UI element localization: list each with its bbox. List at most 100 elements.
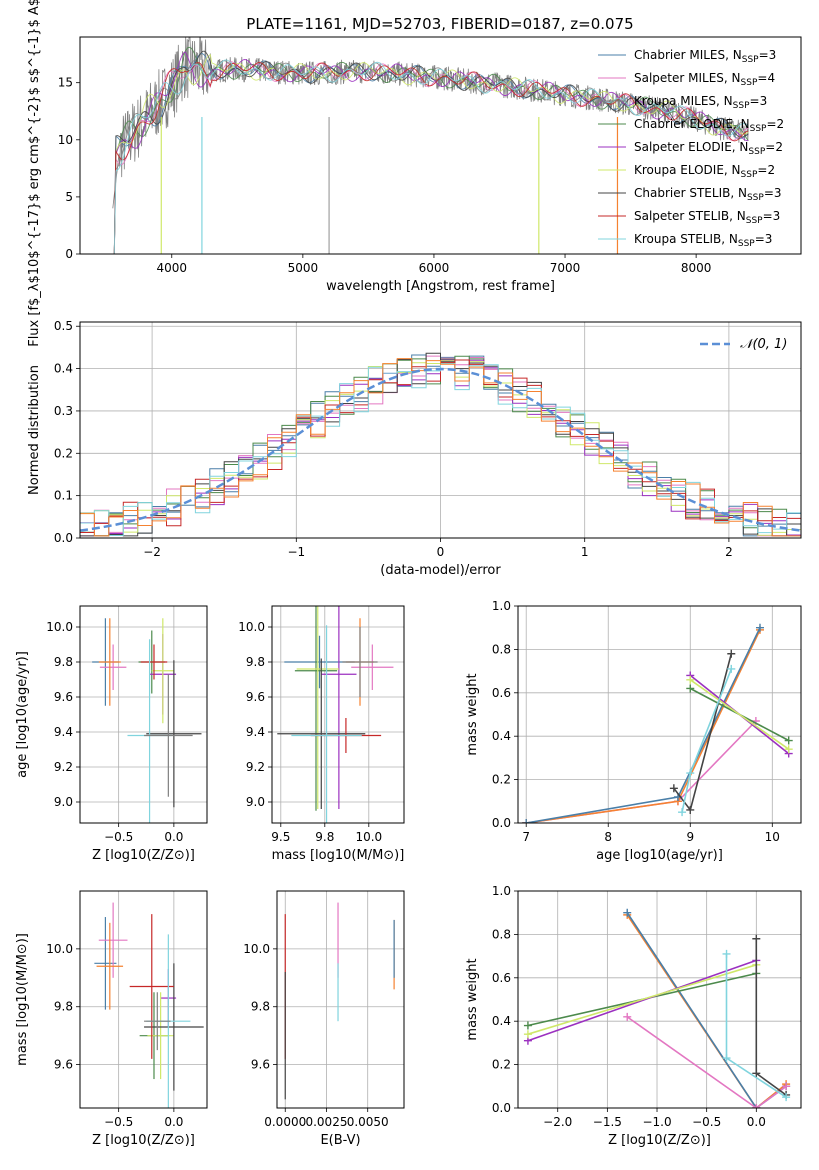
legend-subscript: SSP	[738, 239, 755, 249]
y-tick-label: 10	[58, 133, 73, 147]
legend-label: Chabrier ELODIE, NSSP=2	[634, 117, 784, 134]
y-tick-label: 0.2	[492, 773, 511, 787]
plot-area	[277, 606, 394, 823]
x-tick-label: −1.5	[593, 1115, 622, 1129]
legend-subscript: SSP	[733, 101, 750, 111]
y-tick-label: 0.6	[492, 686, 511, 700]
weight-marker	[727, 664, 736, 673]
x-axis-label: wavelength [Angstrom, rest frame]	[326, 279, 555, 294]
legend-label: Kroupa STELIB, NSSP=3	[634, 232, 772, 249]
y-tick-label: 9.6	[54, 1058, 73, 1072]
weight-marker	[784, 736, 793, 745]
weight-marker	[523, 1030, 532, 1039]
y-axis-label: mass weight	[465, 673, 480, 755]
legend-label: Salpeter MILES, NSSP=4	[634, 71, 775, 88]
x-axis-label: Z [log10(Z/Z⊙)]	[608, 1133, 711, 1148]
legend-label: Chabrier STELIB, NSSP=3	[634, 186, 782, 203]
legend-label: Salpeter STELIB, NSSP=3	[634, 209, 780, 226]
weight-marker	[782, 1082, 791, 1091]
weight-vs-metallicity-panel: −2.0 −1.5 −1.0 −0.5 0.0 0.0 0.2 0.4 0.6 0.8 1.0 Z […	[465, 884, 802, 1148]
y-tick-label: 9.8	[246, 655, 265, 669]
plot-area	[80, 352, 801, 537]
weight-marker	[686, 805, 695, 814]
legend-subscript: SSP	[750, 124, 767, 134]
y-tick-label: 0.0	[492, 816, 511, 830]
age-vs-mass-panel: 9.5 9.8 10.0 9.0 9.2 9.4 9.6 9.8 10.0 mass [log10…	[238, 605, 405, 863]
y-tick-label: 0.1	[54, 489, 73, 503]
legend-subscript: SSP	[747, 193, 764, 203]
weight-marker	[782, 1093, 791, 1102]
x-tick-label: 7	[522, 830, 530, 844]
x-tick-label: −0.5	[104, 830, 133, 844]
y-tick-label: 9.4	[54, 725, 73, 739]
histogram-line	[80, 358, 801, 537]
model-line-kroupa-elodie	[112, 54, 749, 254]
legend-subscript: SSP	[741, 170, 758, 180]
y-tick-label: 9.6	[54, 690, 73, 704]
axes-frame	[79, 890, 208, 1109]
model-line-chabrier-miles	[112, 53, 749, 254]
x-axis-label: Z [log10(Z/Z⊙)]	[92, 1133, 195, 1148]
mass-vs-metallicity-panel: −0.5 0.0 9.6 9.8 10.0 Z [log10(Z/Z⊙)] mass [lo…	[15, 890, 208, 1148]
x-tick-label: 0	[437, 545, 445, 559]
weight-line	[526, 627, 761, 823]
weight-marker	[523, 1021, 532, 1030]
x-tick-label: −1.0	[642, 1115, 671, 1129]
plot-area	[284, 902, 395, 1100]
axes-frame	[271, 605, 405, 824]
legend-label: Chabrier MILES, NSSP=3	[634, 48, 776, 65]
weight-marker	[623, 1012, 632, 1021]
y-tick-label: 9.6	[251, 1058, 270, 1072]
y-tick-label: 1.0	[492, 599, 511, 613]
gaussian-reference-line	[80, 367, 801, 532]
weight-marker	[522, 819, 531, 823]
legend-count: =2	[765, 140, 783, 154]
axes-frame	[79, 36, 802, 255]
weight-line	[527, 964, 757, 1035]
y-axis-label: Flux [f$_λ$10$^{-17}$ erg cm$^{-2}$ s$^{…	[27, 0, 42, 347]
y-tick-label: 9.0	[54, 795, 73, 809]
y-tick-label: 0.8	[492, 927, 511, 941]
y-tick-label: 15	[58, 76, 73, 90]
weight-marker	[722, 1054, 731, 1063]
legend-subscript: SSP	[742, 55, 759, 65]
legend-subscript: SSP	[746, 216, 763, 226]
legend-count: =3	[759, 48, 777, 62]
model-line-salpeter-stelib	[112, 62, 749, 254]
weight-marker	[784, 745, 793, 754]
y-axis-label: mass weight	[465, 958, 480, 1040]
weight-line	[689, 679, 790, 750]
model-line-kroupa-stelib	[112, 59, 749, 254]
y-tick-label: 10.0	[46, 942, 73, 956]
x-tick-label: −1	[287, 545, 305, 559]
legend-count: =4	[757, 71, 775, 85]
x-tick-label: 0.0	[164, 1115, 183, 1129]
plot-area	[112, 37, 749, 254]
y-axis-label: Normed distribution	[27, 365, 42, 495]
weight-line	[527, 959, 757, 1042]
legend-count: =2	[757, 163, 775, 177]
axes-frame	[517, 605, 802, 824]
histogram-line	[80, 359, 801, 537]
x-tick-label: −0.5	[692, 1115, 721, 1129]
plot-area	[522, 623, 793, 823]
y-tick-label: 0.5	[54, 319, 73, 333]
axes-frame	[517, 890, 802, 1109]
x-tick-label: −2.0	[543, 1115, 572, 1129]
weight-marker	[752, 934, 761, 943]
y-tick-label: 0.3	[54, 404, 73, 418]
x-axis-label: E(B-V)	[320, 1133, 360, 1148]
weight-marker	[686, 769, 695, 778]
y-axis-label: mass [log10(M/M⊙)]	[15, 933, 30, 1066]
weight-marker	[722, 949, 731, 958]
y-tick-label: 0	[65, 247, 73, 261]
x-tick-label: 0.0050	[347, 1115, 389, 1129]
x-axis-label: Z [log10(Z/Z⊙)]	[92, 848, 195, 863]
y-tick-label: 10.0	[243, 942, 270, 956]
x-tick-label: 0.0	[164, 830, 183, 844]
y-tick-label: 0.0	[492, 1101, 511, 1115]
y-tick-label: 0.2	[54, 446, 73, 460]
x-tick-label: 4000	[156, 261, 187, 275]
legend-count: =2	[766, 117, 784, 131]
x-tick-label: −0.5	[104, 1115, 133, 1129]
